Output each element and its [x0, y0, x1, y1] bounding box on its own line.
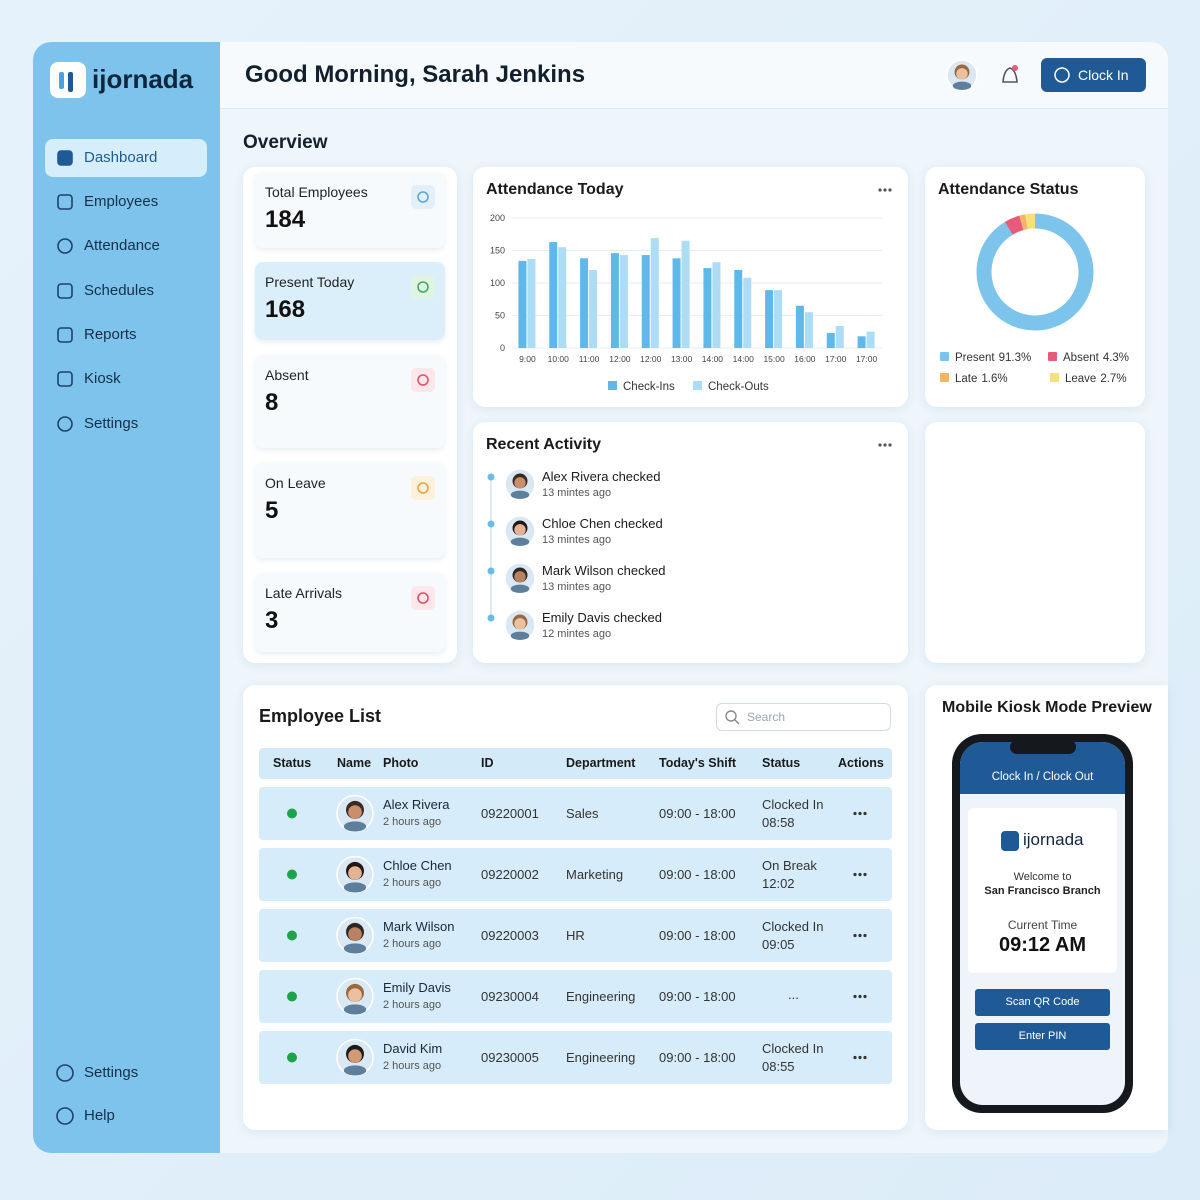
employee-department: Sales [566, 805, 599, 821]
activity-time: 13 mintes ago [542, 534, 612, 546]
employee-name: Chloe Chen [383, 857, 452, 873]
employee-name: Mark Wilson [383, 918, 455, 934]
activity-text: Alex Rivera checked [542, 469, 661, 484]
stat-value: 168 [265, 296, 306, 323]
employee-id: 09220001 [481, 805, 539, 821]
employee-shift: 09:00 - 18:00 [659, 1049, 736, 1065]
column-header: Today's Shift [659, 756, 737, 770]
employee-name: Alex Rivera [383, 796, 450, 812]
employee-id: 09220002 [481, 866, 539, 882]
stat-value: 3 [265, 607, 279, 634]
activity-text: Chloe Chen checked [542, 516, 663, 531]
employee-shift: 09:00 - 18:00 [659, 805, 736, 821]
stat-label: On Leave [265, 475, 326, 491]
employee-since: 2 hours ago [383, 937, 442, 950]
employee-department: Engineering [566, 1049, 636, 1065]
kiosk-card [925, 685, 1168, 1130]
attendance-today-card [473, 167, 908, 407]
table-header-bg [259, 748, 892, 779]
stat-value: 8 [265, 389, 279, 416]
phone-brand: ijornada [1023, 830, 1084, 849]
column-header: Photo [383, 756, 419, 770]
employee-status: Clocked In [762, 918, 824, 934]
phone-time: 09:12 AM [998, 934, 1087, 956]
stat-label: Absent [265, 367, 309, 383]
stat-value: 5 [265, 497, 279, 524]
chart-title: Attendance Status [938, 181, 1079, 198]
phone-header-text: Clock In / Clock Out [991, 771, 1094, 783]
employee-status: Clocked In [762, 796, 824, 812]
empty-card [925, 422, 1145, 663]
employee-status: ... [788, 986, 799, 1002]
sidebar [33, 42, 220, 1153]
employee-shift: 09:00 - 18:00 [659, 988, 736, 1004]
chart-title: Attendance Today [486, 181, 624, 198]
nav-item[interactable]: Attendance [84, 237, 160, 254]
employee-status: On Break [762, 857, 817, 873]
employee-shift: 09:00 - 18:00 [659, 866, 736, 882]
employee-department: Engineering [566, 988, 636, 1004]
nav-item[interactable]: Settings [84, 415, 139, 432]
stat-label: Present Today [265, 274, 355, 290]
employee-status-time: 08:58 [762, 814, 795, 830]
phone-button[interactable]: Enter PIN [975, 1023, 1110, 1050]
column-header: Actions [838, 756, 884, 770]
phone-time-label: Current Time [1007, 918, 1078, 932]
nav-item[interactable]: Help [84, 1107, 115, 1124]
employee-name: Emily Davis [383, 979, 451, 995]
brand: ijornada [92, 64, 194, 94]
nav-item[interactable]: Schedules [84, 282, 155, 299]
activity-time: 13 mintes ago [542, 581, 612, 593]
activity-time: 12 mintes ago [542, 628, 612, 640]
employee-id: 09230005 [481, 1049, 539, 1065]
search-input[interactable]: Search [716, 703, 891, 731]
stat-label: Total Employees [265, 184, 368, 200]
nav-item[interactable]: Kiosk [84, 370, 121, 387]
column-header: Name [337, 756, 372, 770]
attendance-status-card [925, 167, 1145, 407]
card-title: Mobile Kiosk Mode Preview [942, 699, 1152, 716]
phone-welcome: Welcome to [1013, 871, 1072, 883]
employee-status-time: 12:02 [762, 875, 795, 891]
employee-name: David Kim [383, 1040, 443, 1056]
employee-since: 2 hours ago [383, 876, 442, 889]
stat-label: Late Arrivals [265, 585, 343, 601]
employee-status-time: 08:55 [762, 1058, 795, 1074]
recent-activity-card [473, 422, 908, 663]
card-title: Recent Activity [486, 436, 601, 453]
employee-id: 09230004 [481, 988, 539, 1004]
column-header: Department [566, 756, 636, 770]
card-title: Employee List [259, 706, 382, 726]
employee-shift: 09:00 - 18:00 [659, 927, 736, 943]
nav-item[interactable]: Employees [84, 193, 159, 210]
greeting: Good Morning, Sarah Jenkins [245, 61, 586, 88]
employee-status: Clocked In [762, 1040, 824, 1056]
employee-status-time: 09:05 [762, 936, 795, 952]
employee-department: HR [566, 927, 585, 943]
employee-since: 2 hours ago [383, 815, 442, 828]
overview-title: Overview [243, 132, 328, 153]
activity-text: Mark Wilson checked [542, 563, 666, 578]
nav-item[interactable]: Settings [84, 1064, 139, 1081]
nav-item[interactable]: Dashboard [84, 149, 158, 166]
column-header: Status [273, 756, 312, 770]
stat-value: 184 [265, 206, 306, 233]
nav-item[interactable]: Reports [84, 326, 137, 343]
phone-branch: San Francisco Branch [984, 885, 1101, 897]
clock-in-button[interactable]: Clock In [1041, 58, 1146, 92]
employee-since: 2 hours ago [383, 1059, 442, 1072]
stat-card [255, 172, 445, 248]
column-header: Status [762, 756, 801, 770]
activity-time: 13 mintes ago [542, 487, 612, 499]
employee-department: Marketing [566, 866, 624, 882]
employee-id: 09220003 [481, 927, 539, 943]
employee-since: 2 hours ago [383, 998, 442, 1011]
column-header: ID [481, 756, 494, 770]
activity-text: Emily Davis checked [542, 610, 662, 625]
phone-button[interactable]: Scan QR Code [975, 989, 1110, 1016]
